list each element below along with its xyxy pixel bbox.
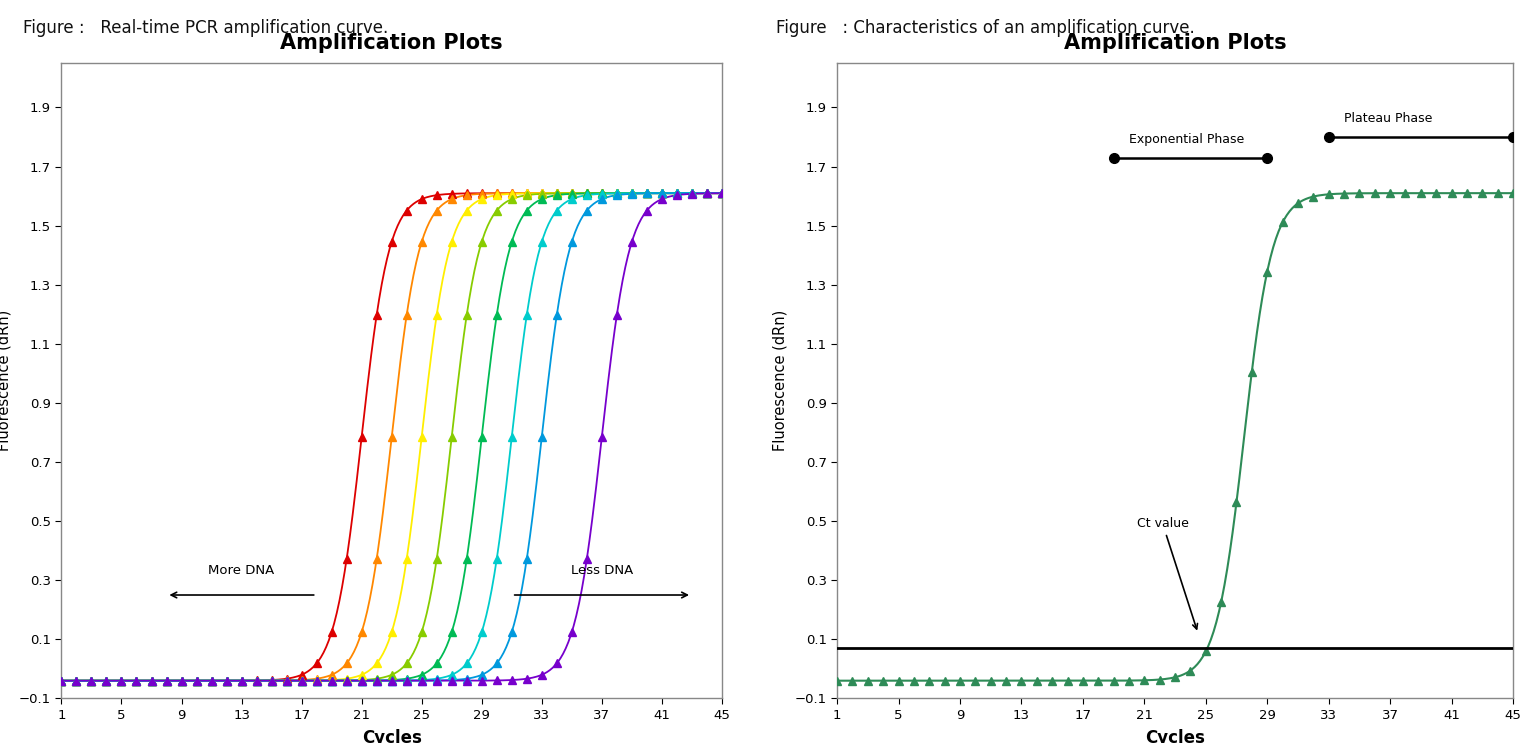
- Y-axis label: Fluorescence (dRn): Fluorescence (dRn): [773, 310, 788, 452]
- Text: Ct value: Ct value: [1137, 517, 1198, 629]
- Text: Plateau Phase: Plateau Phase: [1344, 112, 1433, 126]
- Text: Less DNA: Less DNA: [571, 565, 633, 577]
- X-axis label: Cycles: Cycles: [362, 729, 421, 743]
- Text: Figure :   Real-time PCR amplification curve.: Figure : Real-time PCR amplification cur…: [23, 19, 389, 36]
- Y-axis label: Fluorescence (dRn): Fluorescence (dRn): [0, 310, 12, 452]
- Text: Figure   : Characteristics of an amplification curve.: Figure : Characteristics of an amplifica…: [776, 19, 1195, 36]
- Title: Amplification Plots: Amplification Plots: [281, 33, 502, 53]
- X-axis label: Cycles: Cycles: [1146, 729, 1204, 743]
- Text: Exponential Phase: Exponential Phase: [1129, 133, 1244, 146]
- Text: More DNA: More DNA: [209, 565, 275, 577]
- Title: Amplification Plots: Amplification Plots: [1064, 33, 1286, 53]
